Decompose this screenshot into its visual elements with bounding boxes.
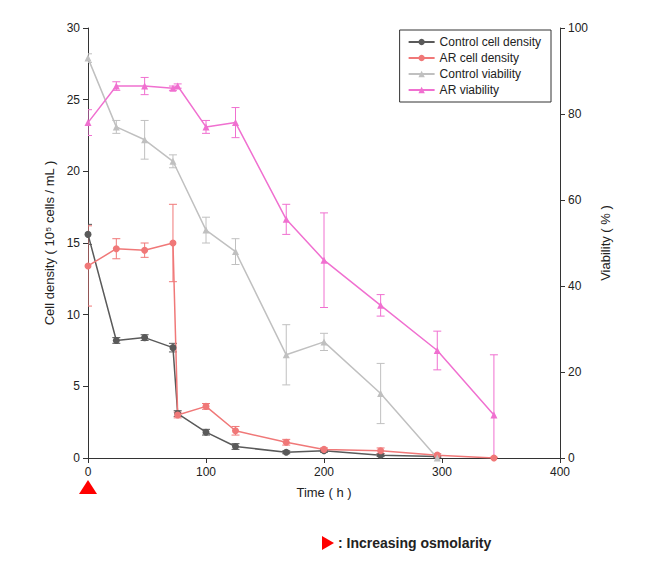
svg-text:40: 40 xyxy=(568,279,582,293)
svg-text:400: 400 xyxy=(550,465,570,479)
svg-text:200: 200 xyxy=(314,465,334,479)
svg-text:20: 20 xyxy=(568,365,582,379)
svg-text:100: 100 xyxy=(196,465,216,479)
svg-text:Cell density ( 10⁵ cells / mL: Cell density ( 10⁵ cells / mL ) xyxy=(42,161,57,326)
svg-text:0: 0 xyxy=(73,451,80,465)
svg-text:Viability ( % ): Viability ( % ) xyxy=(598,205,613,281)
svg-text:5: 5 xyxy=(73,379,80,393)
svg-text:0: 0 xyxy=(85,465,92,479)
svg-text:15: 15 xyxy=(67,236,81,250)
svg-text:Control cell density: Control cell density xyxy=(440,35,541,49)
svg-text:: Increasing osmolarity: : Increasing osmolarity xyxy=(338,535,491,551)
svg-text:100: 100 xyxy=(568,21,588,35)
svg-text:Control viability: Control viability xyxy=(440,67,521,81)
svg-text:300: 300 xyxy=(432,465,452,479)
svg-text:80: 80 xyxy=(568,107,582,121)
svg-text:20: 20 xyxy=(67,164,81,178)
svg-text:AR cell density: AR cell density xyxy=(440,51,519,65)
svg-text:60: 60 xyxy=(568,193,582,207)
svg-text:10: 10 xyxy=(67,308,81,322)
svg-text:25: 25 xyxy=(67,93,81,107)
svg-text:0: 0 xyxy=(568,451,575,465)
svg-text:Time ( h ): Time ( h ) xyxy=(296,485,351,500)
svg-text:AR viability: AR viability xyxy=(440,83,499,97)
svg-text:30: 30 xyxy=(67,21,81,35)
